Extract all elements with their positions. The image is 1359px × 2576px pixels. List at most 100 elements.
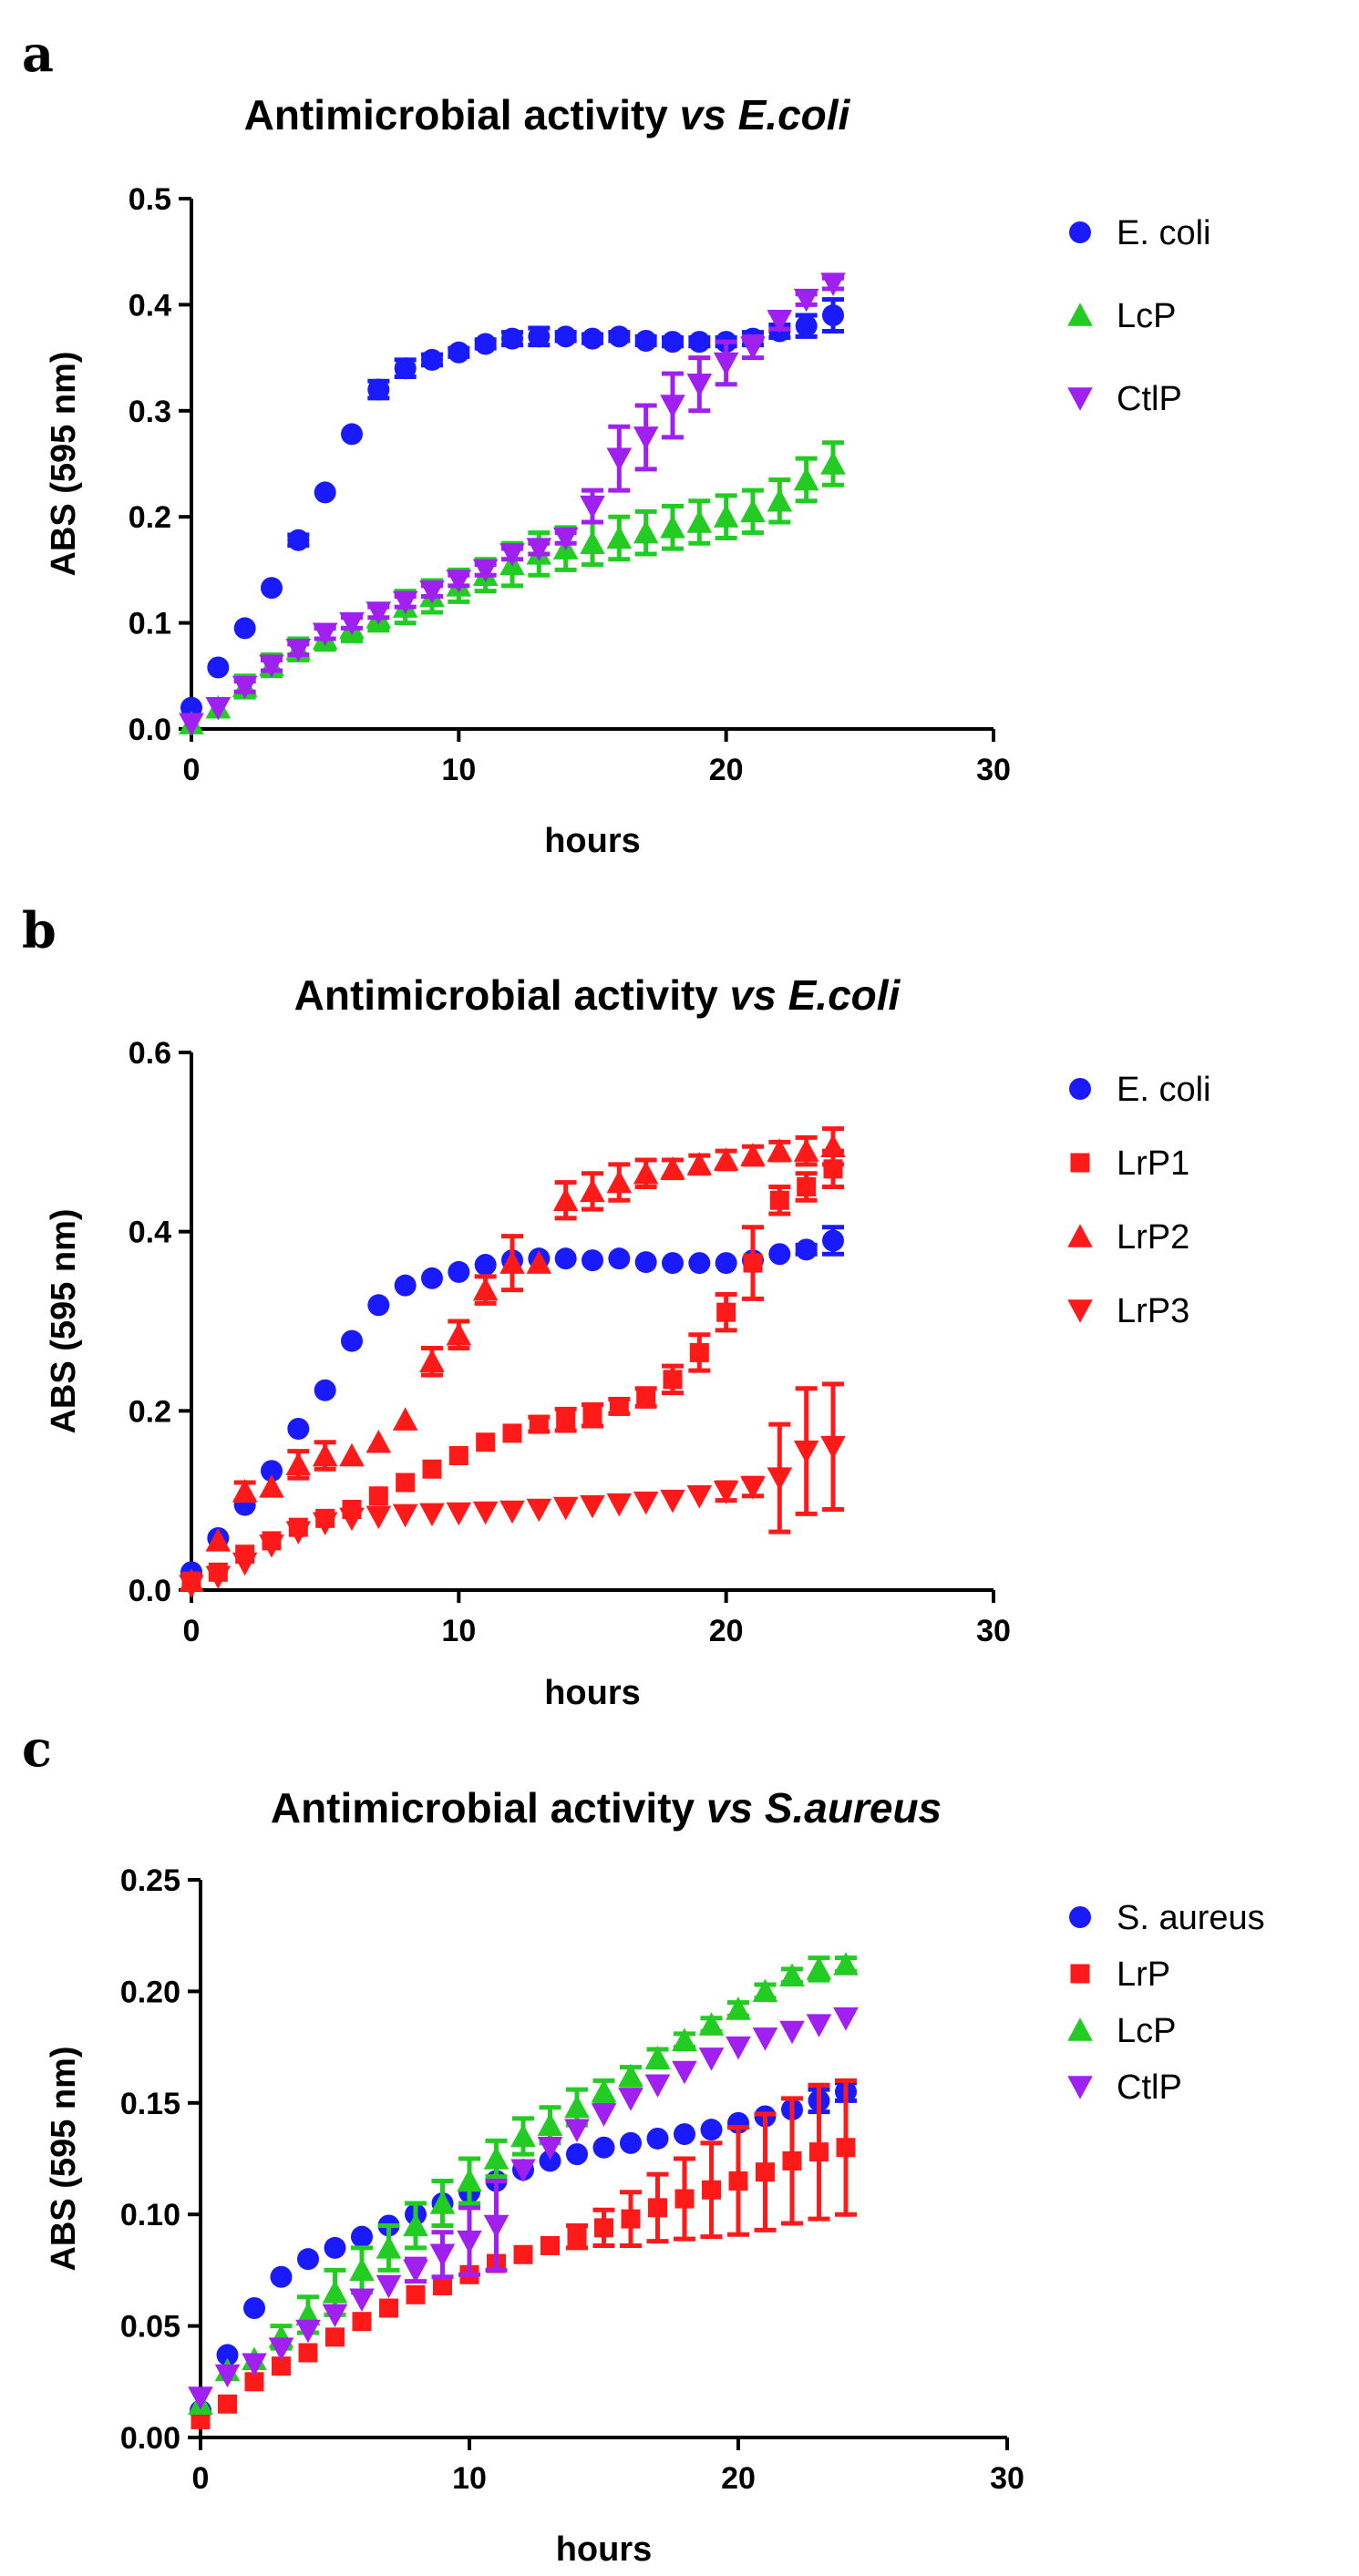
data-point: [205, 1528, 232, 1552]
data-point: [394, 1274, 417, 1297]
data-point: [740, 498, 766, 523]
data-point: [833, 1952, 859, 1976]
data-point: [698, 2047, 725, 2071]
data-point: [365, 1505, 392, 1530]
data-point: [446, 570, 472, 593]
data-point: [689, 1342, 709, 1362]
data-point: [633, 426, 659, 450]
data-point: [287, 529, 310, 551]
data-point: [422, 1459, 442, 1479]
data-point: [713, 504, 739, 528]
data-point: [820, 451, 846, 475]
data-point: [233, 617, 256, 640]
series-ctlp: [179, 272, 846, 736]
data-point: [349, 2288, 375, 2313]
chart-panel-b: b Antimicrobial activity vs E.coli 0.0 0.2 0…: [22, 901, 1210, 1712]
data-point: [688, 1252, 711, 1275]
data-point: [474, 1254, 497, 1277]
y-tick-label: 0.4: [129, 1216, 171, 1250]
data-point: [591, 2078, 617, 2103]
data-point: [716, 1302, 736, 1322]
data-point: [767, 1467, 793, 1491]
chart-title-text: Antimicrobial activity: [271, 1784, 706, 1832]
data-point: [232, 1479, 258, 1503]
chart-title-italic: vs E.coli: [680, 91, 851, 139]
data-point: [566, 2143, 588, 2166]
y-tick-label: 0.6: [129, 1036, 171, 1071]
chart-title: Antimicrobial activity vs S.aureus: [271, 1784, 942, 1832]
data-point: [324, 2236, 346, 2259]
y-axis-label: ABS (595 nm): [45, 1208, 83, 1433]
x-tick-label: 30: [976, 1614, 1011, 1648]
data-point: [537, 2137, 563, 2160]
data-point: [394, 357, 417, 380]
data-point: [698, 2012, 725, 2036]
data-point: [552, 1496, 579, 1521]
data-point: [648, 2198, 667, 2218]
data-point: [552, 1187, 579, 1211]
data-point: [483, 2146, 510, 2170]
data-point: [259, 654, 284, 678]
data-point: [564, 2094, 590, 2119]
data-point: [556, 1410, 576, 1430]
data-point: [179, 713, 204, 736]
data-point: [537, 2112, 563, 2137]
legend-label: LrP1: [1117, 1144, 1189, 1183]
data-point: [820, 272, 846, 296]
data-point: [446, 1321, 472, 1346]
data-point: [207, 656, 230, 679]
data-point: [822, 304, 844, 327]
legend-marker: [1067, 1299, 1093, 1323]
data-point: [499, 543, 525, 567]
data-point: [567, 2227, 587, 2247]
data-point: [620, 2131, 642, 2154]
data-point: [672, 2027, 697, 2051]
data-point: [270, 2265, 293, 2288]
series-lrp1: [181, 1148, 844, 1591]
data-point: [713, 1481, 739, 1504]
data-point: [218, 2394, 237, 2414]
data-point: [205, 696, 232, 721]
data-point: [663, 1370, 683, 1390]
chart-title-text: Antimicrobial activity: [294, 971, 730, 1019]
data-point: [179, 1575, 204, 1598]
data-point: [457, 2230, 482, 2254]
data-point: [660, 395, 685, 418]
data-point: [662, 1252, 684, 1275]
data-point: [298, 2343, 318, 2363]
data-point: [339, 1507, 365, 1532]
data-point: [743, 1253, 763, 1273]
data-point: [580, 530, 605, 555]
data-point: [446, 1502, 472, 1526]
chart-title: Antimicrobial activity vs E.coli: [294, 971, 901, 1019]
x-tick-label: 20: [709, 1614, 744, 1648]
data-point: [795, 314, 818, 337]
data-point: [793, 467, 819, 491]
data-point: [419, 1503, 445, 1527]
series-lrp3: [179, 1381, 846, 1598]
data-point: [472, 1501, 499, 1525]
data-point: [232, 1552, 258, 1576]
data-point: [244, 2372, 264, 2392]
legend-marker: [1070, 1153, 1090, 1173]
data-point: [793, 288, 819, 313]
data-point: [259, 1534, 284, 1558]
data-point: [214, 2364, 241, 2388]
data-point: [554, 1247, 577, 1270]
data-point: [618, 2088, 643, 2111]
data-point: [674, 2189, 695, 2209]
data-point: [448, 341, 470, 364]
legend-label: CtlP: [1117, 2068, 1182, 2107]
data-point: [526, 1250, 552, 1274]
legend-label: CtlP: [1117, 380, 1182, 418]
data-point: [499, 1500, 525, 1524]
data-point: [609, 1396, 629, 1416]
data-point: [421, 348, 443, 371]
data-point: [702, 2180, 721, 2200]
data-point: [433, 2276, 452, 2296]
data-point: [822, 1229, 844, 1252]
y-tick-label: 0.5: [129, 182, 171, 217]
data-point: [633, 1160, 659, 1185]
data-point: [341, 1329, 363, 1352]
